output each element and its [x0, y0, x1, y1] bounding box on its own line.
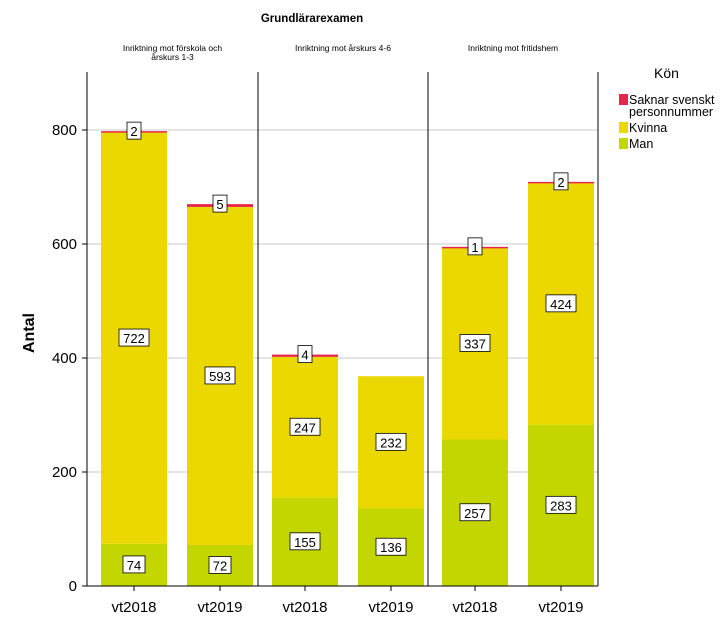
panel-title: årskurs 1-3 [151, 52, 194, 62]
data-label: 593 [209, 369, 231, 384]
x-tick-label: vt2019 [368, 599, 413, 616]
y-tick-label: 0 [69, 578, 77, 595]
data-label: 136 [380, 540, 402, 555]
data-label-box [467, 237, 483, 256]
data-label-box [122, 555, 146, 574]
y-tick-label: 600 [52, 236, 77, 253]
data-label-box [289, 532, 321, 551]
panel-title: Inriktning mot förskola och [123, 43, 222, 53]
data-label-box [212, 194, 228, 213]
legend-label: Kvinna [629, 121, 667, 135]
data-label: 5 [216, 197, 223, 212]
y-axis-label: Antal [21, 313, 38, 353]
data-label-box [459, 334, 491, 352]
data-label: 2 [557, 175, 564, 190]
x-tick-label: vt2019 [197, 599, 242, 616]
x-tick-label: vt2018 [282, 599, 327, 616]
x-tick-label: vt2018 [452, 599, 497, 616]
data-label: 247 [294, 420, 316, 435]
data-label: 283 [550, 498, 572, 513]
data-label: 72 [213, 558, 227, 573]
data-label-box [289, 417, 321, 436]
data-label-box [553, 172, 569, 191]
data-label: 1 [471, 240, 478, 255]
legend-label: Man [629, 137, 653, 151]
data-label-box [375, 537, 407, 556]
data-label: 2 [130, 124, 137, 139]
data-label-box [297, 345, 313, 363]
data-label-box [126, 121, 142, 140]
legend-label: Saknar svenskt [629, 93, 715, 107]
legend-swatch [619, 94, 628, 105]
data-label: 74 [127, 558, 141, 573]
data-label: 257 [464, 506, 486, 521]
panel-title: Inriktning mot årskurs 4-6 [295, 43, 391, 53]
legend-title: Kön [654, 65, 679, 81]
legend-label: personnummer [629, 105, 713, 119]
data-label-box [118, 328, 150, 347]
data-label-box [208, 556, 232, 574]
data-label: 232 [380, 435, 402, 450]
data-label: 155 [294, 535, 316, 550]
data-label-box [545, 495, 577, 514]
chart-title: Grundlärarexamen [261, 13, 363, 25]
data-label-box [545, 294, 577, 313]
data-label-box [459, 503, 491, 522]
legend-swatch [619, 122, 628, 133]
y-tick-label: 200 [52, 464, 77, 481]
data-label: 337 [464, 336, 486, 351]
plot-area: 0 200 400 600 800 Inriktning mot förskola och… [52, 43, 599, 616]
data-label: 424 [550, 297, 572, 312]
data-label: 722 [123, 331, 145, 346]
x-tick-label: vt2019 [538, 599, 583, 616]
data-label-box [204, 366, 236, 385]
panel-title: Inriktning mot fritidshem [468, 43, 558, 53]
legend-swatch [619, 138, 628, 149]
x-tick-label: vt2018 [111, 599, 156, 616]
data-label-box [375, 432, 407, 451]
y-tick-label: 400 [52, 350, 77, 367]
y-tick-label: 800 [52, 122, 77, 139]
data-label: 4 [301, 348, 308, 363]
